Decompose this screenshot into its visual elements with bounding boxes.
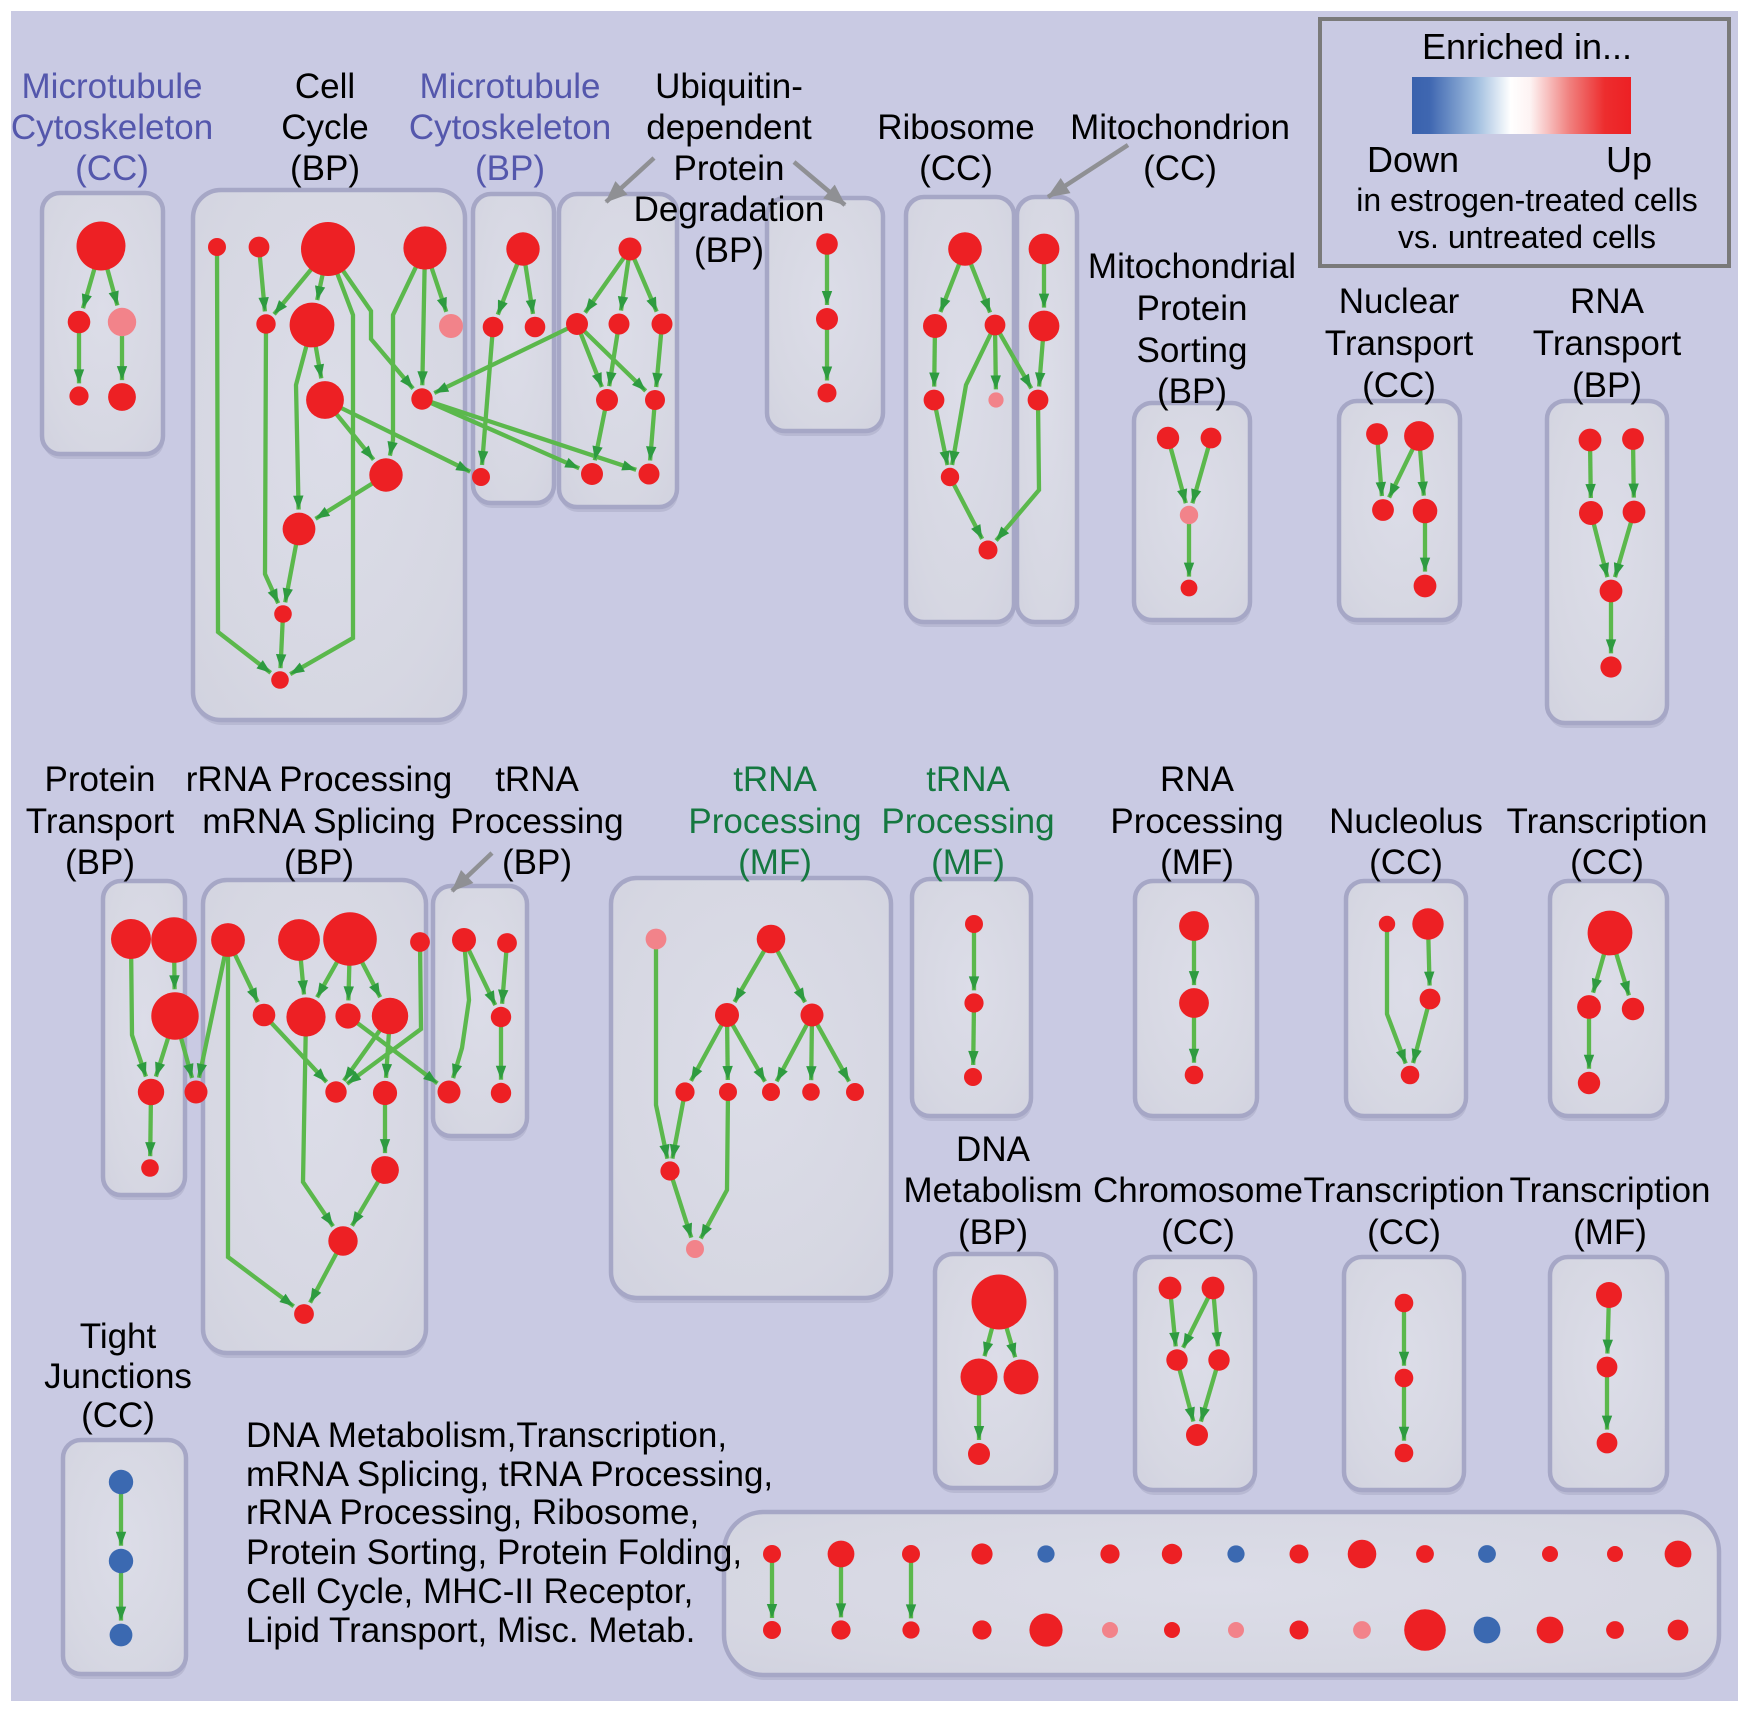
svg-text:Cytoskeleton: Cytoskeleton (11, 108, 213, 147)
svg-text:Protein: Protein (45, 760, 156, 799)
svg-text:Ribosome: Ribosome (877, 108, 1035, 147)
svg-text:Processing: Processing (688, 802, 861, 841)
svg-text:Processing: Processing (1110, 802, 1283, 841)
svg-text:Chromosome: Chromosome (1093, 1171, 1303, 1210)
svg-text:(CC): (CC) (75, 149, 149, 188)
svg-text:Cycle: Cycle (281, 108, 369, 147)
svg-text:Lipid Transport, Misc. Metab.: Lipid Transport, Misc. Metab. (246, 1611, 695, 1650)
svg-text:Cell Cycle, MHC-II Receptor,: Cell Cycle, MHC-II Receptor, (246, 1572, 693, 1611)
svg-text:DNA: DNA (956, 1130, 1031, 1169)
svg-text:rRNA Processing: rRNA Processing (186, 760, 452, 799)
svg-text:(BP): (BP) (1157, 372, 1227, 411)
svg-text:(MF): (MF) (1573, 1213, 1647, 1252)
svg-text:vs. untreated cells: vs. untreated cells (1398, 219, 1656, 255)
svg-text:in estrogen-treated cells: in estrogen-treated cells (1356, 182, 1698, 218)
svg-text:(BP): (BP) (290, 149, 360, 188)
svg-text:(CC): (CC) (1369, 843, 1443, 882)
svg-text:Enriched in...: Enriched in... (1422, 26, 1632, 67)
svg-text:Microtubule: Microtubule (420, 67, 601, 106)
svg-text:tRNA: tRNA (733, 760, 817, 799)
svg-text:Degradation: Degradation (634, 190, 825, 229)
svg-text:dependent: dependent (646, 108, 812, 147)
svg-text:(BP): (BP) (65, 843, 135, 882)
svg-text:(CC): (CC) (1367, 1213, 1441, 1252)
svg-text:Transport: Transport (26, 802, 175, 841)
svg-text:RNA: RNA (1160, 760, 1235, 799)
svg-text:RNA: RNA (1570, 282, 1645, 321)
svg-text:Transport: Transport (1325, 324, 1474, 363)
svg-text:Nucleolus: Nucleolus (1329, 802, 1483, 841)
svg-text:Protein: Protein (1137, 289, 1248, 328)
svg-text:Mitochondrial: Mitochondrial (1088, 247, 1296, 286)
svg-text:Junctions: Junctions (44, 1357, 192, 1396)
svg-text:Processing: Processing (881, 802, 1054, 841)
svg-text:(CC): (CC) (81, 1396, 155, 1435)
svg-text:DNA Metabolism,Transcription,: DNA Metabolism,Transcription, (246, 1416, 727, 1455)
svg-text:Metabolism: Metabolism (904, 1171, 1083, 1210)
svg-text:(MF): (MF) (1160, 843, 1234, 882)
svg-text:Sorting: Sorting (1137, 331, 1248, 370)
svg-text:tRNA: tRNA (495, 760, 579, 799)
svg-text:(BP): (BP) (958, 1213, 1028, 1252)
svg-text:Transport: Transport (1533, 324, 1682, 363)
svg-text:Protein Sorting, Protein Foldi: Protein Sorting, Protein Folding, (246, 1533, 742, 1572)
svg-text:Transcription: Transcription (1304, 1171, 1505, 1210)
svg-text:(MF): (MF) (738, 843, 812, 882)
svg-text:Nuclear: Nuclear (1339, 282, 1460, 321)
svg-text:(BP): (BP) (694, 231, 764, 270)
svg-text:(CC): (CC) (919, 149, 993, 188)
svg-text:(MF): (MF) (931, 843, 1005, 882)
svg-text:mRNA Splicing: mRNA Splicing (202, 802, 435, 841)
svg-text:Processing: Processing (450, 802, 623, 841)
svg-text:rRNA Processing, Ribosome,: rRNA Processing, Ribosome, (246, 1493, 699, 1532)
svg-text:(BP): (BP) (284, 843, 354, 882)
svg-text:(CC): (CC) (1143, 149, 1217, 188)
svg-text:Cell: Cell (295, 67, 355, 106)
svg-text:Tight: Tight (80, 1317, 157, 1356)
svg-text:Cytoskeleton: Cytoskeleton (409, 108, 611, 147)
svg-text:(BP): (BP) (475, 149, 545, 188)
svg-text:(CC): (CC) (1362, 366, 1436, 405)
svg-text:(CC): (CC) (1570, 843, 1644, 882)
svg-text:Up: Up (1606, 139, 1652, 180)
svg-text:Protein: Protein (674, 149, 785, 188)
svg-text:Mitochondrion: Mitochondrion (1070, 108, 1290, 147)
svg-text:(CC): (CC) (1161, 1213, 1235, 1252)
svg-text:Transcription: Transcription (1507, 802, 1708, 841)
svg-text:Microtubule: Microtubule (22, 67, 203, 106)
svg-text:Transcription: Transcription (1510, 1171, 1711, 1210)
svg-text:(BP): (BP) (1572, 366, 1642, 405)
svg-text:(BP): (BP) (502, 843, 572, 882)
svg-text:Down: Down (1367, 139, 1459, 180)
svg-text:Ubiquitin-: Ubiquitin- (655, 67, 803, 106)
svg-text:tRNA: tRNA (926, 760, 1010, 799)
svg-text:mRNA Splicing, tRNA Processing: mRNA Splicing, tRNA Processing, (246, 1455, 773, 1494)
